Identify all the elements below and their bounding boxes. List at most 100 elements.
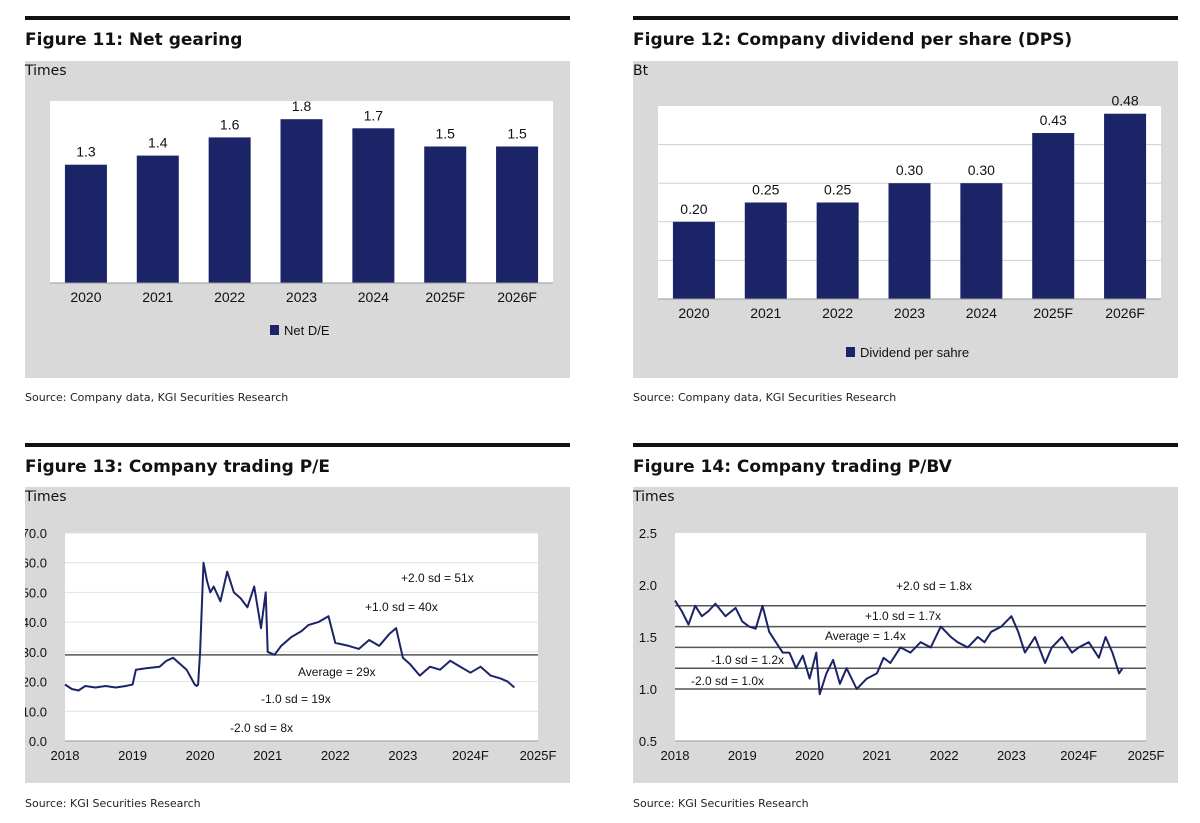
data-label: 1.5	[507, 126, 527, 142]
y-unit-label: Times	[25, 63, 67, 79]
chart-background: Times 0.5 1.0 1.5 2.0 2.5 2018 2019 2020 2021 202…	[633, 487, 1178, 783]
pe-chart: 0.0 10.0 20.0 30.0 40.0 50.0 60.0 70.0 2018 2019 2…	[25, 526, 557, 763]
figure-title: Figure 12: Company dividend per share (D…	[633, 30, 1073, 50]
y-tick-label: 0.5	[639, 734, 657, 749]
x-tick-label: 2024	[358, 289, 389, 305]
reference-label: -2.0 sd = 1.0x	[691, 674, 764, 688]
series-line	[64, 561, 516, 692]
reference-label: +2.0 sd = 1.8x	[896, 579, 972, 593]
x-tick-label: 2023	[894, 305, 925, 321]
figure-title: Figure 14: Company trading P/BV	[633, 457, 952, 477]
data-label: 1.5	[435, 126, 455, 142]
x-tick-label: 2025F	[520, 748, 557, 763]
source-note: Source: Company data, KGI Securities Res…	[25, 391, 289, 404]
data-label: 0.30	[896, 162, 923, 178]
data-label: 1.6	[220, 116, 240, 132]
reference-label: +1.0 sd = 1.7x	[865, 609, 941, 623]
figure-11-panel: Figure 11: Net gearing Times 1.3 2020 1.4 2…	[25, 16, 570, 416]
data-label: 0.25	[752, 182, 779, 198]
chart-background: Times 1.3 2020 1.4 2021 1.6 2022 1.8 2023 1.7 202…	[25, 61, 570, 378]
legend-label: Dividend per sahre	[860, 345, 969, 360]
bar	[352, 128, 395, 283]
plot-area	[675, 533, 1146, 741]
x-tick-label: 2021	[253, 748, 282, 763]
source-note: Source: KGI Securities Research	[633, 797, 809, 810]
y-tick-label: 30.0	[25, 645, 47, 660]
x-tick-label: 2024F	[452, 748, 489, 763]
y-tick-label: 2.0	[639, 578, 657, 593]
y-tick-label: 0.0	[29, 734, 47, 749]
x-tick-label: 2022	[822, 305, 853, 321]
x-tick-label: 2022	[214, 289, 245, 305]
x-tick-label: 2019	[728, 748, 757, 763]
figure-14-panel: Figure 14: Company trading P/BV Times 0.…	[633, 443, 1178, 823]
y-tick-label: 60.0	[25, 556, 47, 571]
reference-label: -2.0 sd = 8x	[230, 721, 293, 735]
y-tick-label: 40.0	[25, 615, 47, 630]
figure-12-panel: Figure 12: Company dividend per share (D…	[633, 16, 1178, 416]
reference-label: +2.0 sd = 51x	[401, 571, 474, 585]
x-tick-label: 2022	[321, 748, 350, 763]
pbv-chart: 0.5 1.0 1.5 2.0 2.5 2018 2019 2020 2021 2022 2023 2…	[639, 526, 1165, 763]
x-tick-label: 2020	[70, 289, 101, 305]
bar	[816, 202, 859, 299]
x-tick-label: 2021	[142, 289, 173, 305]
reference-label: -1.0 sd = 1.2x	[711, 653, 784, 667]
series-line	[674, 600, 1124, 696]
x-tick-label: 2026F	[497, 289, 537, 305]
bar	[960, 183, 1003, 299]
bar	[1104, 113, 1147, 299]
reference-label: Average = 29x	[298, 665, 376, 679]
x-tick-label: 2020	[795, 748, 824, 763]
x-tick-label: 2024	[966, 305, 997, 321]
y-unit-label: Bt	[633, 63, 649, 79]
x-tick-label: 2020	[678, 305, 709, 321]
x-tick-label: 2018	[661, 748, 690, 763]
y-tick-label: 20.0	[25, 675, 47, 690]
data-label: 0.43	[1040, 112, 1067, 128]
bar	[64, 164, 107, 283]
x-tick-label: 2023	[997, 748, 1026, 763]
source-note: Source: KGI Securities Research	[25, 797, 201, 810]
data-label: 1.8	[292, 98, 312, 114]
figure-rule	[633, 16, 1178, 20]
data-label: 0.20	[680, 201, 707, 217]
x-tick-label: 2025F	[1033, 305, 1073, 321]
x-tick-label: 2025F	[425, 289, 465, 305]
source-note: Source: Company data, KGI Securities Res…	[633, 391, 897, 404]
y-tick-label: 50.0	[25, 585, 47, 600]
x-tick-label: 2018	[51, 748, 80, 763]
x-tick-label: 2025F	[1128, 748, 1165, 763]
x-tick-label: 2023	[388, 748, 417, 763]
figure-rule	[25, 16, 570, 20]
dps-chart: 0.20 2020 0.25 2021 0.25 2022 0.30 2023 0.30 2024…	[658, 93, 1161, 360]
x-tick-label: 2021	[862, 748, 891, 763]
reference-label: +1.0 sd = 40x	[365, 600, 438, 614]
x-tick-label: 2020	[186, 748, 215, 763]
y-tick-label: 2.5	[639, 526, 657, 541]
data-label: 1.7	[364, 107, 384, 123]
chart-background: Bt 0.20 2020 0.25 2021 0.25 2022 0.30 2023 0.30 2…	[633, 61, 1178, 378]
data-label: 0.30	[968, 162, 995, 178]
y-tick-label: 70.0	[25, 526, 47, 541]
x-tick-label: 2023	[286, 289, 317, 305]
data-label: 0.25	[824, 182, 851, 198]
bar	[496, 146, 539, 283]
bar	[744, 202, 787, 299]
bar	[424, 146, 467, 283]
figure-title: Figure 13: Company trading P/E	[25, 457, 330, 477]
figure-13-panel: Figure 13: Company trading P/E Times 0.0…	[25, 443, 570, 823]
bar	[136, 155, 179, 283]
figure-title: Figure 11: Net gearing	[25, 30, 243, 50]
plot-area	[65, 533, 538, 741]
x-tick-label: 2022	[930, 748, 959, 763]
bar	[1032, 133, 1075, 299]
legend-swatch	[270, 325, 279, 335]
net-gearing-chart: 1.3 2020 1.4 2021 1.6 2022 1.8 2023 1.7 2024 1.5 20…	[50, 98, 553, 338]
y-tick-label: 1.5	[639, 630, 657, 645]
x-tick-label: 2024F	[1060, 748, 1097, 763]
x-tick-label: 2026F	[1105, 305, 1145, 321]
data-label: 1.3	[76, 144, 96, 160]
figure-rule	[25, 443, 570, 447]
bar	[672, 221, 715, 299]
